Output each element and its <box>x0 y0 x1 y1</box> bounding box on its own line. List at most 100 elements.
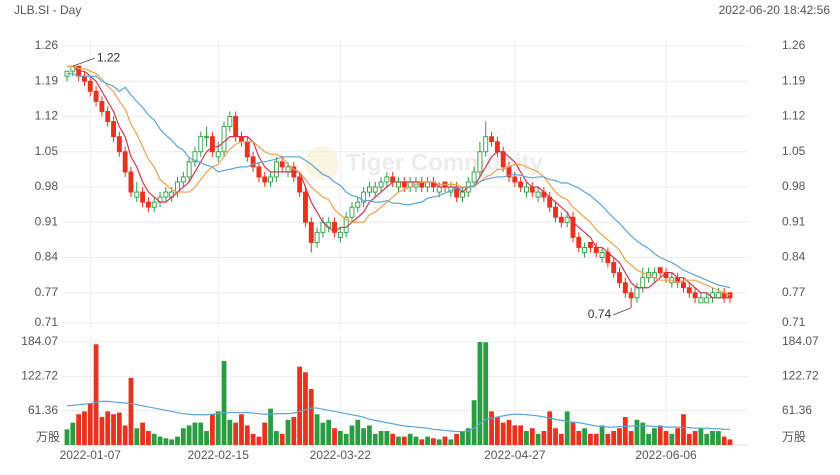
volume-bar <box>541 431 547 445</box>
volume-bar <box>465 428 471 445</box>
y-tick-label-left: 61.36 <box>28 403 58 417</box>
candle-body <box>239 136 244 143</box>
y-tick-label-left: 122.72 <box>21 369 58 383</box>
volume-bar <box>704 433 710 445</box>
volume-bar <box>698 428 704 445</box>
y-tick-label-right: 0.84 <box>782 250 806 264</box>
volume-bar <box>285 419 291 445</box>
volume-bar <box>622 417 628 445</box>
y-tick-label-left: 1.05 <box>35 144 59 158</box>
y-tick-label-left: 0.98 <box>35 179 59 193</box>
volume-bar <box>175 436 180 445</box>
volume-bar <box>337 431 343 445</box>
volume-bar <box>116 412 122 445</box>
candle-body <box>186 161 192 178</box>
volume-bar <box>599 425 605 445</box>
volume-bar <box>681 414 686 445</box>
volume-bar <box>710 431 715 445</box>
volume-bar <box>401 436 407 445</box>
volume-bar <box>279 433 285 445</box>
x-tick-label: 2022-06-06 <box>635 448 697 462</box>
candle-body <box>262 176 268 183</box>
candle-body <box>378 181 384 188</box>
moving-average-line <box>67 65 730 299</box>
volume-bar <box>529 428 535 445</box>
volume-bar <box>640 422 646 445</box>
candle-body <box>366 186 372 193</box>
candle-body <box>436 186 442 193</box>
volume-bar <box>233 422 239 445</box>
volume-bar <box>657 425 663 445</box>
volume-bar <box>105 411 111 445</box>
volume-bar <box>553 428 558 445</box>
volume-bar <box>239 414 244 445</box>
candle-body <box>692 292 698 299</box>
y-tick-label-left: 0.77 <box>35 285 59 299</box>
y-tick-label-right: 61.36 <box>782 403 812 417</box>
volume-bar <box>122 425 128 445</box>
volume-bar <box>425 436 430 445</box>
volume-bar <box>494 417 500 445</box>
timestamp: 2022-06-20 18:42:56 <box>719 3 831 17</box>
moving-average-line <box>67 73 731 289</box>
volume-bar <box>355 419 361 445</box>
volume-bar <box>407 433 413 445</box>
candle-body <box>250 156 256 168</box>
volume-bar <box>134 428 140 445</box>
volume-bar <box>198 422 204 445</box>
volume-bar <box>361 428 367 445</box>
annotation-leader <box>72 57 95 67</box>
volume-bar <box>628 431 634 445</box>
volume-bar <box>471 400 477 445</box>
volume-bar <box>669 433 675 445</box>
watermark-text: Tiger Community <box>346 149 544 176</box>
candle-body <box>390 176 396 183</box>
candle-body <box>128 171 134 193</box>
candle-body <box>523 186 529 193</box>
volume-bar <box>82 411 87 445</box>
candle-body <box>396 181 401 188</box>
volume-bar <box>244 425 250 445</box>
volume-bar <box>215 411 221 445</box>
volume-bar <box>617 428 622 445</box>
volume-bar <box>547 411 553 445</box>
candle-body <box>244 141 250 158</box>
candle-body <box>355 201 361 208</box>
volume-bar <box>582 428 588 445</box>
volume-bar <box>320 422 326 445</box>
candle-body <box>471 171 477 183</box>
volume-bar <box>204 431 209 445</box>
candle-body <box>273 161 279 178</box>
y-tick-label-right: 0.71 <box>782 315 806 329</box>
candle-body <box>640 277 646 289</box>
candle-body <box>122 151 128 173</box>
candle-body <box>140 191 146 203</box>
candle-body <box>704 297 710 304</box>
candle-body <box>587 241 593 248</box>
volume-bar <box>99 417 105 445</box>
volume-bar <box>483 342 489 445</box>
volume-bar <box>180 428 186 445</box>
candle-body <box>500 151 506 168</box>
candle-body <box>81 75 87 82</box>
candle-body <box>535 191 541 198</box>
candle-body <box>192 151 198 163</box>
y-tick-label-left: 0.84 <box>35 250 59 264</box>
volume-bar <box>93 344 99 445</box>
candle-body <box>384 176 390 183</box>
candle-body <box>285 166 291 173</box>
volume-bar <box>291 417 297 445</box>
volume-bar <box>349 425 355 445</box>
volume-bar <box>558 433 564 445</box>
y-tick-label-right: 1.05 <box>782 144 806 158</box>
volume-bar <box>436 439 442 445</box>
candle-body <box>628 292 634 299</box>
candle-body <box>221 126 227 153</box>
volume-bar <box>396 436 401 445</box>
y-tick-label-left: 0.91 <box>35 214 59 228</box>
candle-body <box>204 136 210 139</box>
volume-bar <box>454 433 460 445</box>
candle-body <box>233 116 239 138</box>
volume-bar <box>442 436 448 445</box>
candle-body <box>622 282 628 294</box>
